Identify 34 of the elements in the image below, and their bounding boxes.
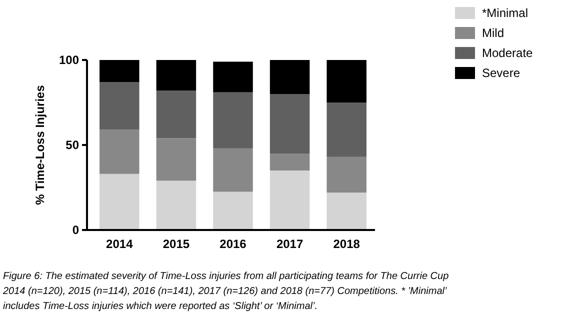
x-tick-label: 2016 — [220, 237, 247, 251]
legend-label: Severe — [482, 66, 520, 80]
x-tick-label: 2018 — [333, 237, 360, 251]
x-tick-label: 2017 — [276, 237, 304, 251]
legend-label: Mild — [482, 26, 504, 40]
bar — [156, 90, 196, 138]
y-axis-title: % Time-Loss Injuries — [33, 84, 47, 205]
bar — [156, 60, 196, 91]
bar — [326, 192, 366, 230]
bar — [156, 138, 196, 181]
y-tick-label: 50 — [66, 138, 80, 152]
bar — [100, 130, 140, 174]
bar — [100, 82, 140, 130]
bar — [213, 148, 253, 192]
bar — [100, 174, 140, 230]
bar — [326, 60, 366, 102]
bar — [326, 156, 366, 193]
legend-label: Moderate — [482, 46, 534, 60]
caption: Figure 6: The estimated severity of Time-Loss injuries from all participating teams for The Currie Cup 2014 (n=120), 2015 (n=114), 2016 (n=141), 2017 (n=126) and 2018 (n=77) Competitions. * ’Minimal’ includes Time-Loss injuries which were reported as ‘Slight’ or ‘Minimal’. — [2, 271, 450, 312]
bar — [156, 180, 196, 230]
x-tick-label: 2014 — [106, 237, 134, 251]
x-tick-label: 2015 — [162, 237, 190, 251]
bar — [213, 62, 253, 92]
bar — [213, 192, 253, 230]
bar — [270, 170, 310, 230]
y-tick-label: 0 — [72, 223, 80, 238]
bar — [270, 94, 310, 154]
bar — [326, 102, 366, 157]
y-tick-label: 100 — [58, 53, 80, 68]
legend-label: *Minimal — [482, 6, 528, 20]
bar — [270, 60, 310, 94]
bar — [213, 92, 253, 148]
bar — [270, 154, 310, 170]
bar — [100, 60, 140, 82]
